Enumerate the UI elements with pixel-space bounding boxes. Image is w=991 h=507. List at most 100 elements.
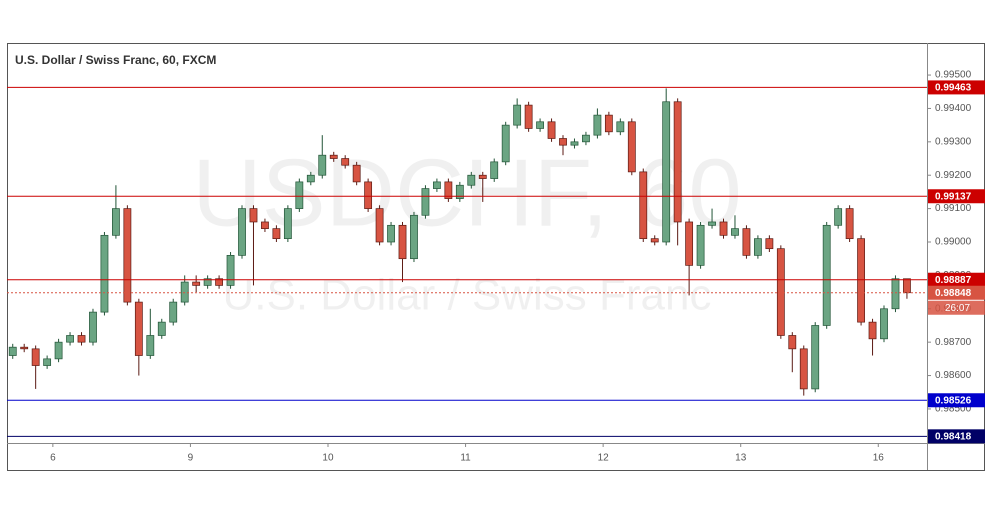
level-label-box — [928, 272, 985, 287]
candle-body — [352, 164, 361, 183]
last-price-box — [928, 285, 985, 300]
candle-body — [490, 161, 499, 179]
candle-body — [719, 221, 728, 236]
candle-body — [616, 121, 625, 133]
candle-body — [559, 138, 567, 146]
candle-body — [868, 321, 877, 340]
candle-body — [788, 335, 797, 350]
x-tick-label: 11 — [460, 453, 471, 464]
level-label: 0.98887 — [935, 275, 972, 286]
last-price-label: 0.98848 — [935, 288, 972, 299]
candle-body — [524, 104, 533, 129]
candle-body — [192, 281, 201, 286]
candle-body — [157, 321, 166, 336]
candle-body — [604, 114, 613, 133]
candle-body — [112, 208, 120, 236]
candle-body — [593, 114, 602, 136]
candle-body — [478, 174, 487, 179]
candle-body — [501, 124, 510, 163]
candle-body — [20, 346, 29, 350]
x-tick-label: 6 — [50, 453, 56, 464]
candle-body — [89, 311, 97, 343]
y-tick-label: 0.99300 — [935, 136, 972, 147]
candle-body — [410, 214, 418, 260]
candle-body — [811, 325, 820, 390]
candle-body — [891, 278, 900, 310]
y-tick-label: 0.99100 — [935, 203, 972, 214]
candle-body — [536, 121, 544, 129]
candle-body — [547, 121, 556, 139]
chart-frame — [7, 43, 985, 471]
candle-body — [318, 154, 327, 176]
candle-body — [238, 208, 246, 256]
candle-body — [283, 208, 292, 240]
candle-body — [903, 278, 911, 294]
candle-body — [249, 208, 258, 223]
candle-body — [329, 154, 338, 159]
y-tick-label: 0.98500 — [935, 404, 972, 415]
candle-body — [306, 174, 315, 183]
candle-body — [467, 174, 476, 186]
countdown-box — [928, 300, 985, 315]
candle-body — [8, 346, 17, 356]
level-label-box — [928, 393, 985, 408]
watermark-symbol: USDCHF, 60 — [192, 139, 741, 246]
candle-body — [398, 224, 407, 260]
watermark-name: U.S. Dollar / Swiss Franc — [223, 271, 712, 320]
x-tick-label: 12 — [598, 453, 610, 464]
x-tick-label: 9 — [188, 453, 194, 464]
candle-body — [845, 208, 854, 240]
candle-body — [857, 238, 865, 323]
y-tick-label: 0.98600 — [935, 370, 972, 381]
y-tick-label: 0.98700 — [935, 337, 972, 348]
watermark: USDCHF, 60 U.S. Dollar / Swiss Franc — [192, 139, 741, 319]
candle-body — [639, 171, 648, 240]
candle-body — [662, 101, 671, 243]
candle-body — [776, 248, 785, 336]
candle-body — [570, 141, 579, 146]
y-tick-label: 0.99400 — [935, 103, 972, 114]
y-tick-label: 0.99200 — [935, 170, 972, 181]
candle-body — [880, 308, 888, 340]
candle-body — [582, 134, 590, 143]
candle-body — [134, 301, 143, 356]
x-tick-label: 13 — [735, 453, 747, 464]
level-label-box — [928, 429, 985, 444]
candle-body — [375, 208, 384, 243]
candle-body — [54, 341, 63, 360]
candle-body — [799, 348, 808, 390]
level-label: 0.98526 — [935, 395, 972, 406]
candle-body — [66, 335, 74, 343]
level-label: 0.98418 — [935, 431, 972, 442]
candle-body — [77, 335, 86, 343]
candle-body — [765, 238, 774, 250]
candle-body — [455, 184, 464, 199]
candle-body — [272, 228, 281, 240]
candle-body — [433, 181, 441, 189]
candle-body — [421, 188, 430, 216]
x-tick-label: 10 — [322, 453, 334, 464]
candle-body — [364, 181, 373, 209]
x-tick-label: 16 — [873, 453, 885, 464]
candle-body — [387, 224, 395, 243]
candle-body — [673, 101, 682, 223]
candle-body — [146, 335, 155, 356]
candle-body — [444, 181, 453, 199]
y-tick-label: 0.99000 — [935, 237, 972, 248]
candle-body — [341, 158, 350, 166]
level-label: 0.99463 — [935, 83, 972, 94]
candle-body — [261, 221, 269, 229]
level-label-box — [928, 189, 985, 204]
candle-body — [627, 121, 636, 173]
level-label: 0.99137 — [935, 191, 972, 202]
candle-body — [650, 238, 659, 243]
candle-body — [834, 208, 843, 226]
candle-body — [685, 221, 694, 266]
candle-body — [753, 238, 762, 256]
candle-body — [742, 228, 751, 256]
candle-body — [169, 301, 178, 323]
candle-body — [731, 228, 739, 236]
countdown-label: 26:07 — [945, 303, 970, 314]
